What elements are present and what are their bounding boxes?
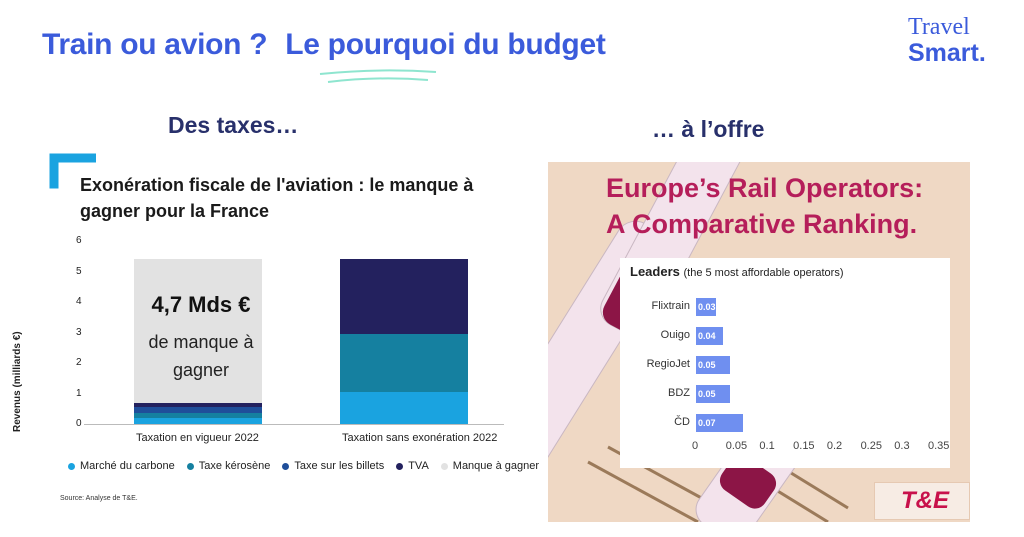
legend-item: TVA — [396, 460, 429, 472]
x-tick-label: 0.25 — [860, 440, 882, 452]
operator-bar — [696, 385, 730, 403]
operator-label: RegioJet — [646, 358, 690, 370]
x-tick-label: 0 — [692, 440, 699, 452]
y-axis-label: Revenus (milliards €) — [12, 331, 23, 432]
legend-swatch — [68, 462, 75, 470]
y-tick-label: 4 — [76, 296, 82, 307]
chart-source: Source: Analyse de T&E. — [60, 495, 138, 502]
operator-label: ČD — [674, 416, 690, 428]
legend-label: TVA — [408, 460, 429, 472]
slide-title: Train ou avion ? Le pourquoi du budget — [42, 28, 606, 62]
aviation-tax-chart: Exonération fiscale de l'aviation : le m… — [12, 152, 539, 512]
legend-swatch — [396, 462, 404, 470]
leaders-heading: Leaders (the 5 most affordable operators… — [630, 264, 844, 279]
legend-item: Taxe kérosène — [186, 460, 271, 472]
operator-bar — [696, 298, 717, 316]
logo-line1: Travel — [908, 14, 970, 40]
legend-item: Taxe sur les billets — [282, 460, 384, 472]
x-tick-label: Taxation en vigueur 2022 — [136, 432, 259, 444]
annotation-text: de manque à gagner — [148, 332, 254, 380]
bar-segment — [134, 259, 262, 403]
y-tick-label: 6 — [76, 235, 82, 246]
rail-title-line2: A Comparative Ranking. — [606, 209, 918, 239]
legend-label: Marché du carbone — [80, 460, 175, 472]
legend-item: Marché du carbone — [68, 460, 175, 472]
operator-label: Ouigo — [660, 329, 690, 341]
chart-title: Exonération fiscale de l'aviation : le m… — [80, 175, 474, 221]
y-tick-label: 2 — [76, 357, 82, 368]
title-underline-decoration — [319, 69, 437, 83]
te-logo-badge: T&E — [874, 482, 970, 520]
x-axis-line — [84, 424, 504, 425]
travelsmart-logo: Travel Smart. — [908, 14, 986, 66]
x-tick-label: Taxation sans exonération 2022 — [342, 432, 498, 444]
operator-label: Flixtrain — [651, 300, 690, 312]
legend-swatch — [186, 462, 194, 470]
operator-value: 0.04 — [698, 331, 716, 341]
y-tick-label: 5 — [76, 265, 82, 277]
annotation-amount: 4,7 Mds € — [151, 292, 251, 317]
te-logo-text: T&E — [901, 487, 949, 514]
rail-title-line1: Europe’s Rail Operators: — [606, 173, 924, 203]
legend-item: Manque à gagner — [440, 460, 540, 472]
y-tick-label: 0 — [76, 418, 82, 429]
x-tick-label: 0.2 — [826, 440, 843, 452]
rail-operators-panel: Europe’s Rail Operators: A Comparative R… — [548, 162, 970, 522]
legend-label: Taxe sur les billets — [294, 460, 385, 472]
leaders-chart-card: Leaders (the 5 most affordable operators… — [620, 258, 950, 468]
right-subheading: … à l’offre — [652, 116, 765, 142]
operator-bar — [696, 414, 744, 432]
title-part1: Train ou avion ? — [42, 28, 268, 61]
x-tick-label: 0.15 — [793, 440, 815, 452]
y-tick-label: 1 — [76, 387, 82, 399]
legend-label: Manque à gagner — [452, 460, 540, 472]
bar-segment — [340, 259, 468, 335]
chart-legend: Marché du carbone Taxe kérosène Taxe sur l… — [68, 460, 551, 472]
x-tick-label: 0.1 — [759, 440, 775, 452]
operator-value: 0.03 — [698, 302, 716, 312]
bar-segment — [134, 417, 262, 424]
corner-bracket-decoration — [49, 153, 96, 189]
y-tick-label: 3 — [76, 326, 82, 338]
legend-swatch — [282, 462, 290, 470]
logo-line2: Smart. — [908, 39, 986, 67]
legend-label: Taxe kérosène — [198, 460, 271, 472]
bar-segment — [340, 391, 468, 424]
legend-swatch — [440, 462, 448, 470]
bar-segment — [340, 334, 468, 392]
operator-bar — [696, 327, 723, 345]
operator-value: 0.05 — [698, 389, 716, 399]
x-tick-label: 0.3 — [894, 440, 910, 452]
rail-panel-title: Europe’s Rail Operators: A Comparative R… — [606, 170, 923, 242]
bar-segment — [134, 402, 262, 408]
x-tick-label: 0.05 — [725, 440, 748, 452]
bar-segment — [134, 407, 262, 414]
title-part2: Le pourquoi du budget — [285, 28, 606, 61]
operator-value: 0.07 — [698, 418, 716, 428]
operator-label: BDZ — [668, 387, 690, 399]
x-tick-label: 0.35 — [928, 440, 950, 452]
left-subheading: Des taxes… — [168, 112, 299, 138]
leaders-note: (the 5 most affordable operators) — [683, 267, 844, 279]
operator-bar — [696, 356, 730, 374]
operator-value: 0.05 — [698, 360, 716, 370]
bar-segment — [134, 413, 262, 418]
leaders-label: Leaders — [630, 264, 680, 279]
